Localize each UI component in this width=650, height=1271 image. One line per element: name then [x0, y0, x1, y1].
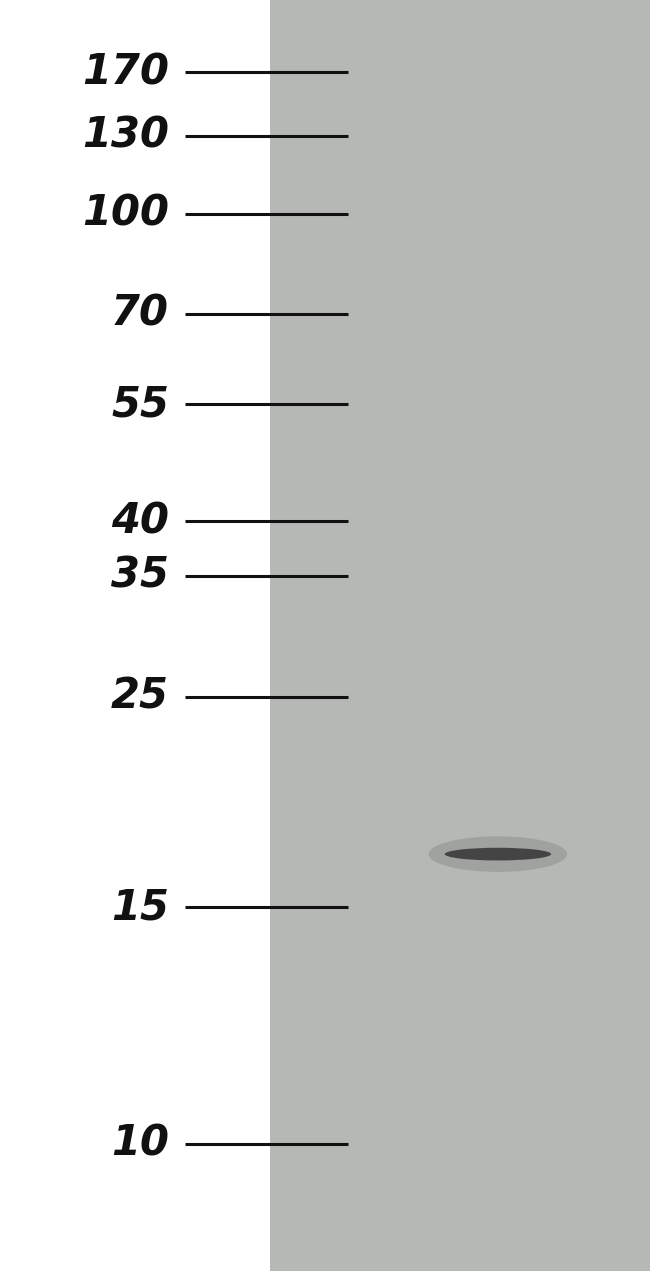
- Text: 70: 70: [111, 292, 169, 336]
- Text: 35: 35: [111, 554, 169, 597]
- Text: 130: 130: [82, 114, 169, 158]
- Bar: [270, 0, 650, 1271]
- Text: 170: 170: [82, 51, 169, 94]
- Text: 40: 40: [111, 500, 169, 543]
- Text: 25: 25: [111, 675, 169, 718]
- Ellipse shape: [429, 836, 567, 872]
- Text: 100: 100: [82, 192, 169, 235]
- Text: 10: 10: [111, 1122, 169, 1166]
- Ellipse shape: [445, 848, 551, 860]
- Text: 55: 55: [111, 383, 169, 426]
- Text: 15: 15: [111, 886, 169, 929]
